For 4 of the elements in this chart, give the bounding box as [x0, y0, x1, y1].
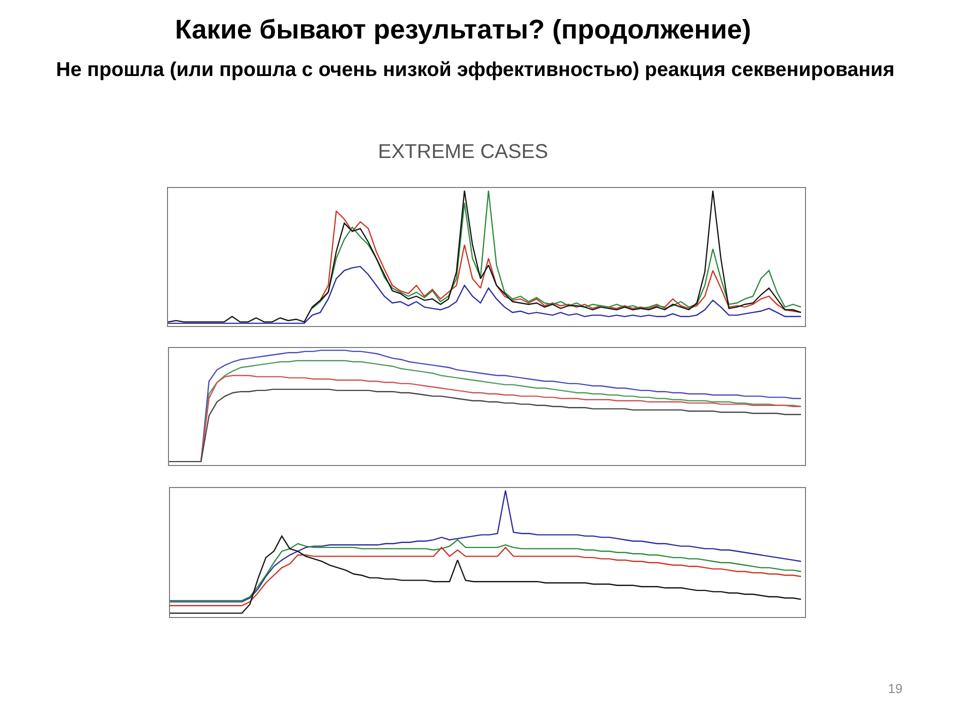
- text: EXTREME CASES: [378, 141, 548, 163]
- chart-subtitle: Не прошла (или прошла с очень низкой эффективностью) реакция секвенирования: [56, 59, 895, 81]
- text: 19: [888, 681, 902, 696]
- chart-title: Какие бывают результаты? (продолжение): [174, 14, 752, 44]
